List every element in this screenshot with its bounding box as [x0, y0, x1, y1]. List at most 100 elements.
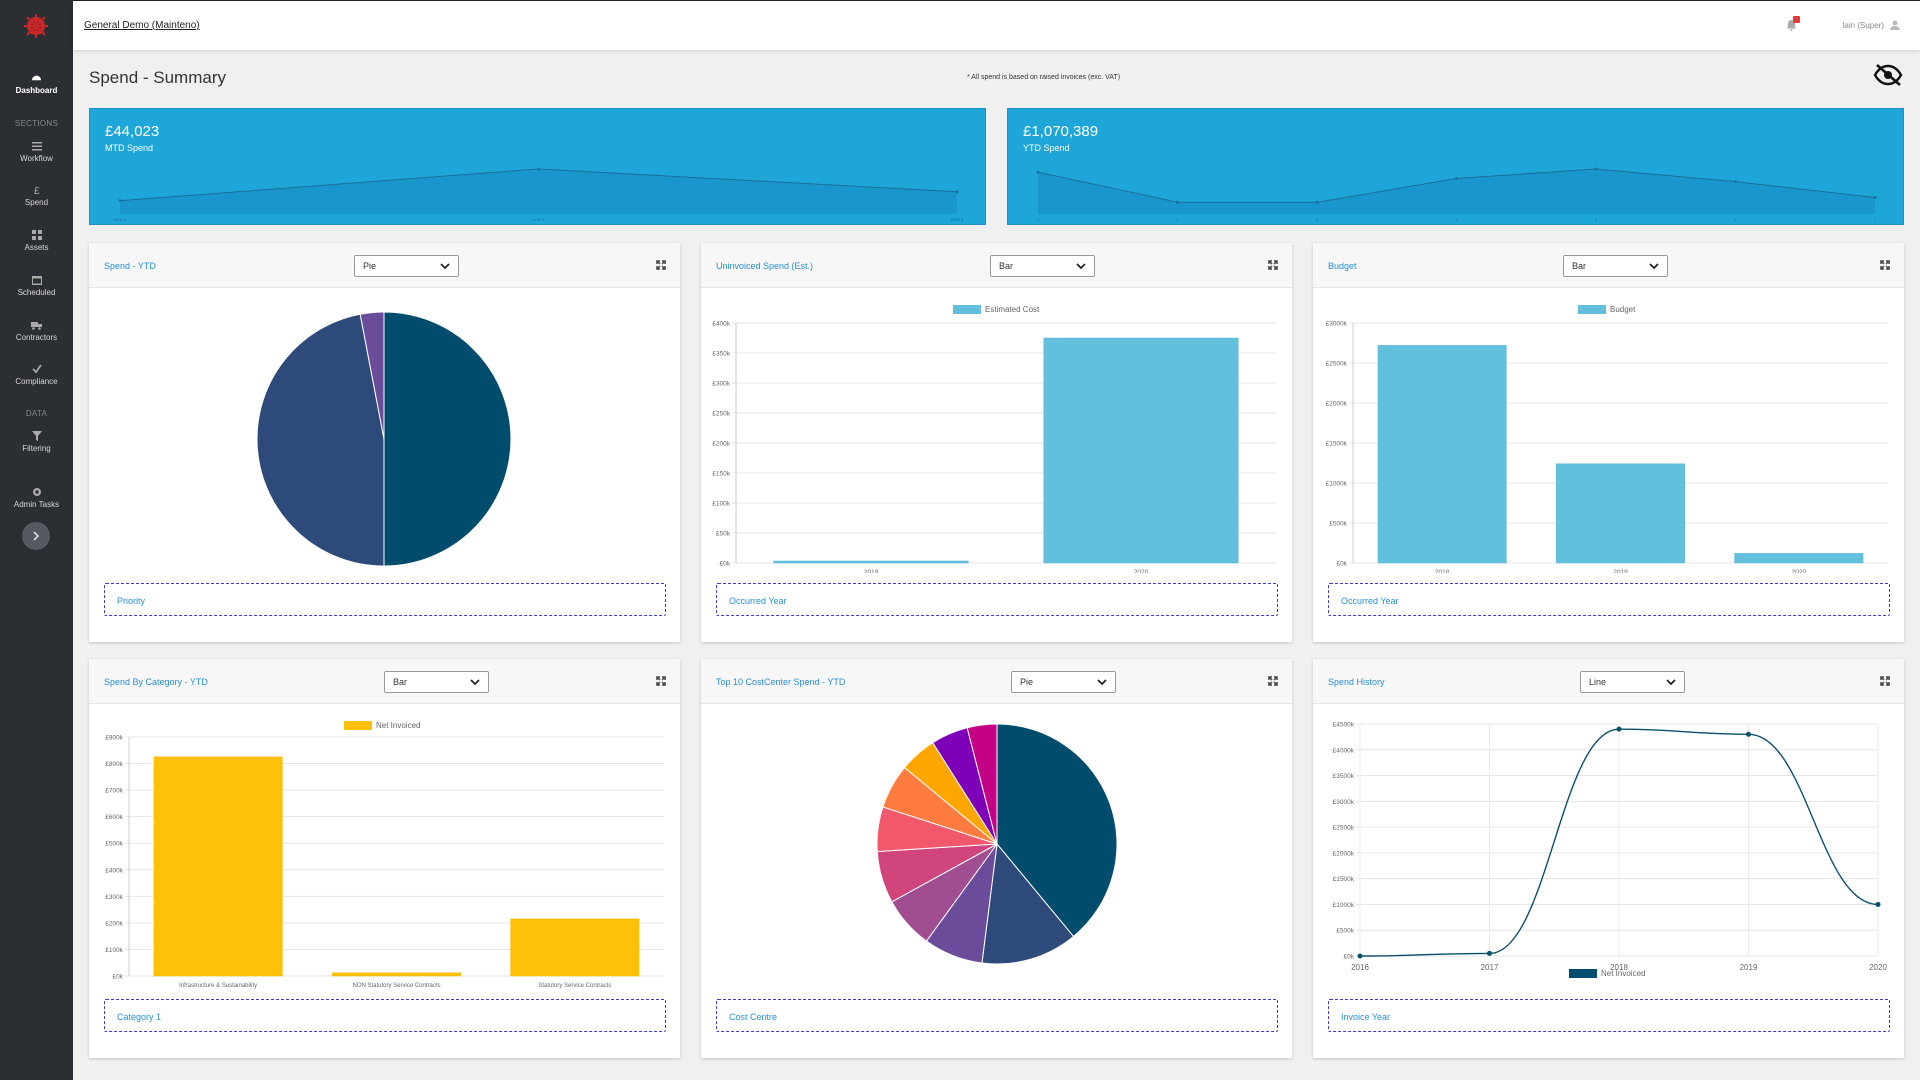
toggle-visibility-button[interactable]	[1873, 64, 1903, 91]
chart-type-select[interactable]: Bar	[1563, 255, 1668, 277]
sidebar-item-spend[interactable]: £ Spend	[24, 186, 49, 207]
notifications-button[interactable]	[1786, 16, 1800, 36]
sidebar-item-admin-tasks[interactable]: Admin Tasks	[0, 487, 73, 509]
chart-area: 9909-55309910-55309905-55300066-55365545…	[876, 723, 1118, 965]
x-tick-label: 2020	[1869, 963, 1887, 972]
sparkline-tick: 5	[1595, 217, 1598, 222]
y-tick-label: £150k	[712, 471, 730, 478]
expand-icon[interactable]	[1880, 260, 1890, 270]
y-tick-label: £500k	[105, 841, 123, 848]
y-tick-label: £200k	[105, 920, 123, 927]
y-tick-label: £2500k	[1326, 361, 1348, 368]
sparkline-tick: 4	[1455, 217, 1458, 222]
x-tick-label: 2018	[1435, 569, 1450, 573]
chart-type-select[interactable]: Bar	[384, 671, 489, 693]
expand-icon[interactable]	[1268, 676, 1278, 686]
chart-panel: Uninvoiced Spend (Est.) Bar £0k £50k £100k £1…	[701, 243, 1292, 642]
sidebar-item-compliance[interactable]: Compliance	[0, 364, 73, 386]
sidebar-item-contractors[interactable]: Contractors	[0, 320, 73, 342]
x-tick-label: 2019	[1740, 963, 1758, 972]
chart-panel: Top 10 CostCenter Spend - YTD Pie 9909-553…	[701, 659, 1292, 1058]
panel-header: Spend History Line	[1313, 659, 1904, 704]
y-tick-label: £0k	[1344, 954, 1355, 961]
y-tick-label: £0k	[113, 974, 124, 981]
chart-area: £0k £500k £1000k £1500k £2000k £2500k £3000k 20…	[1326, 305, 1888, 573]
chart-type-value: Bar	[1572, 261, 1587, 271]
sparkline-tick: 2	[1176, 217, 1179, 222]
breadcrumb[interactable]: General Demo (Mainteno)	[84, 20, 200, 31]
chart-area: £0k £50k £100k £150k £200k £250k £300k £350k £40…	[712, 305, 1276, 573]
sidebar-item-workflow[interactable]: Workflow	[0, 141, 73, 163]
y-tick-label: £600k	[105, 814, 123, 821]
page-title: Spend - Summary	[89, 68, 226, 87]
calendar-icon	[31, 276, 42, 285]
dropzone-label: Priority	[117, 596, 146, 606]
pie-slice	[996, 723, 1118, 938]
expand-icon[interactable]	[1268, 260, 1278, 270]
line-point	[1487, 950, 1492, 956]
dimension-dropzone[interactable]: Occurred Year	[1328, 583, 1890, 616]
dimension-dropzone[interactable]: Priority	[104, 583, 666, 616]
sparkline-point	[118, 199, 122, 203]
sidebar-item-filtering[interactable]: Filtering	[0, 431, 73, 453]
panel-header: Budget Bar	[1313, 243, 1904, 288]
sparkline-tick: MTD 3	[951, 217, 964, 222]
chart-panel: Budget Bar £0k £500k £1000k £1500k £2000k £2500…	[1313, 243, 1904, 642]
panel-title[interactable]: Spend History	[1328, 677, 1385, 687]
filter-icon	[31, 431, 42, 441]
sidebar-section-sections: SECTIONS	[14, 119, 59, 128]
y-tick-label: £900k	[105, 735, 123, 742]
y-tick-label: £500k	[1329, 521, 1347, 528]
user-menu[interactable]: Iain (Super)	[1842, 20, 1900, 30]
bar	[773, 560, 969, 564]
truck-icon	[31, 322, 42, 330]
dimension-dropzone[interactable]: Cost Centre	[716, 999, 1278, 1032]
chart-type-select[interactable]: Line	[1580, 671, 1685, 693]
dropzone-label: Cost Centre	[729, 1012, 778, 1022]
y-tick-label: £2000k	[1333, 850, 1355, 857]
expand-icon[interactable]	[656, 260, 666, 270]
sparkline-point	[1176, 200, 1179, 204]
chart-type-select[interactable]: Bar	[990, 255, 1095, 277]
dimension-dropzone[interactable]: Occurred Year	[716, 583, 1278, 616]
x-tick-label: 2018	[1610, 963, 1628, 972]
expand-icon[interactable]	[1880, 676, 1890, 686]
dimension-dropzone[interactable]: Category 1	[104, 999, 666, 1032]
notification-badge	[1793, 16, 1800, 23]
y-tick-label: £250k	[712, 411, 730, 418]
y-tick-label: £400k	[712, 321, 730, 328]
bar	[1377, 345, 1507, 564]
sidebar-expand-button[interactable]	[22, 522, 50, 550]
sidebar-item-scheduled[interactable]: Scheduled	[0, 275, 73, 297]
panel-title[interactable]: Spend - YTD	[104, 261, 156, 271]
panel-title[interactable]: Spend By Category - YTD	[104, 677, 208, 687]
legend-swatch	[344, 721, 372, 730]
sparkline-point	[1455, 177, 1458, 180]
sparkline-tick: MTD 1	[114, 217, 127, 222]
dropzone-label: Category 1	[117, 1012, 162, 1022]
panel-title[interactable]: Uninvoiced Spend (Est.)	[716, 261, 814, 271]
pie-slice	[256, 313, 385, 567]
chart-area: £0k £100k £200k £300k £400k £500k £600k £700k £8…	[105, 721, 664, 989]
chart-type-select[interactable]: Pie	[354, 255, 459, 277]
gear-icon	[32, 488, 41, 496]
y-tick-label: £3000k	[1326, 321, 1348, 328]
dimension-dropzone[interactable]: Invoice Year	[1328, 999, 1890, 1032]
panel-title[interactable]: Budget	[1328, 261, 1357, 271]
panel-title[interactable]: Top 10 CostCenter Spend - YTD	[716, 677, 846, 687]
sidebar-item-assets[interactable]: Assets	[0, 230, 73, 252]
y-tick-label: £2000k	[1326, 401, 1348, 408]
sparkline-tick: MTD 2	[533, 217, 546, 222]
chart-panel: Spend By Category - YTD Bar £0k £100k £200k £…	[89, 659, 680, 1058]
expand-icon[interactable]	[656, 676, 666, 686]
sidebar-item-dashboard[interactable]: Dashboard	[0, 72, 73, 95]
check-icon	[31, 364, 42, 374]
legend-swatch	[953, 305, 981, 314]
chart-area: £0k £500k £1000k £1500k £2000k £2500k £3000k £3…	[1333, 722, 1887, 978]
x-tick-label: Infrastructure & Sustainability	[179, 983, 257, 989]
list-icon	[31, 142, 42, 151]
chevron-right-icon	[33, 531, 40, 541]
x-tick-label: 2020	[1792, 569, 1807, 573]
pie-slice	[966, 723, 998, 845]
chart-type-select[interactable]: Pie	[1011, 671, 1116, 693]
